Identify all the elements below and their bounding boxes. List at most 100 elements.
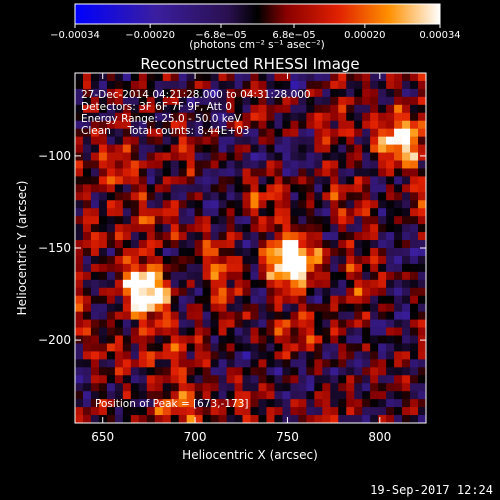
- heatmap-cell: [418, 120, 427, 130]
- heatmap-cell: [418, 96, 427, 106]
- heatmap-cell: [274, 319, 283, 328]
- heatmap-cell: [106, 232, 116, 241]
- heatmap-cell: [202, 367, 212, 376]
- heatmap-cell: [290, 295, 299, 305]
- heatmap-cell: [114, 192, 124, 201]
- heatmap-cell: [282, 335, 291, 344]
- heatmap-cell: [186, 144, 196, 153]
- heatmap-cell: [210, 208, 219, 217]
- heatmap-cell: [274, 144, 283, 153]
- heatmap-cell: [210, 335, 219, 344]
- heatmap-cell: [354, 415, 363, 424]
- heatmap-cell: [274, 112, 283, 122]
- heatmap-cell: [370, 216, 379, 225]
- heatmap-cell: [186, 120, 196, 130]
- heatmap-cell: [338, 208, 347, 217]
- heatmap-cell: [394, 112, 403, 122]
- heatmap-cell: [354, 160, 363, 169]
- heatmap-cell: [402, 136, 411, 145]
- heatmap-cell: [314, 248, 323, 257]
- heatmap-cell: [242, 96, 251, 106]
- heatmap-cell: [202, 311, 212, 320]
- heatmap-cell: [82, 184, 92, 193]
- heatmap-cell: [298, 343, 307, 352]
- heatmap-cell: [314, 287, 323, 297]
- heatmap-cell: [386, 327, 395, 336]
- heatmap-cell: [98, 271, 108, 281]
- heatmap-cell: [306, 295, 315, 305]
- heatmap-cell: [75, 359, 84, 368]
- heatmap-cell: [250, 232, 259, 241]
- heatmap-cell: [202, 383, 212, 392]
- heatmap-cell: [338, 160, 347, 169]
- heatmap-cell: [290, 383, 299, 392]
- heatmap-cell: [418, 224, 427, 233]
- heatmap-cell: [386, 96, 395, 106]
- heatmap-cell: [250, 399, 259, 408]
- heatmap-cell: [98, 327, 108, 336]
- heatmap-cell: [242, 216, 251, 225]
- heatmap-cell: [122, 391, 132, 400]
- heatmap-cell: [378, 327, 387, 336]
- heatmap-cell: [218, 319, 227, 328]
- heatmap-cell: [298, 248, 307, 257]
- heatmap-cell: [82, 232, 92, 241]
- heatmap-cell: [75, 311, 84, 320]
- heatmap-cell: [98, 399, 108, 408]
- heatmap-cell: [322, 351, 331, 360]
- heatmap-cell: [338, 351, 347, 360]
- heatmap-cell: [338, 271, 347, 281]
- heatmap-cell: [106, 359, 116, 368]
- heatmap-cell: [378, 152, 387, 161]
- heatmap-cell: [98, 104, 108, 114]
- heatmap-cell: [162, 335, 172, 344]
- heatmap-cell: [210, 255, 219, 265]
- heatmap-cell: [82, 208, 92, 217]
- heatmap-cell: [282, 248, 291, 257]
- heatmap-cell: [194, 255, 204, 265]
- heatmap-cell: [178, 208, 188, 217]
- heatmap-cell: [266, 391, 275, 400]
- heatmap-cell: [410, 367, 419, 376]
- heatmap-cell: [186, 359, 196, 368]
- heatmap-cell: [386, 216, 395, 225]
- heatmap-cell: [346, 192, 355, 201]
- heatmap-cell: [338, 311, 347, 320]
- heatmap-cell: [274, 415, 283, 424]
- heatmap-cell: [194, 144, 204, 153]
- heatmap-cell: [202, 279, 212, 289]
- heatmap-cell: [314, 160, 323, 169]
- heatmap-cell: [362, 319, 371, 328]
- heatmap-cell: [402, 232, 411, 241]
- heatmap-cell: [194, 96, 204, 106]
- heatmap-cell: [154, 263, 164, 273]
- heatmap-cell: [218, 120, 227, 130]
- heatmap-cell: [210, 192, 219, 201]
- heatmap-cell: [130, 415, 140, 424]
- heatmap-cell: [330, 144, 339, 153]
- heatmap-cell: [362, 383, 371, 392]
- heatmap-cell: [138, 391, 148, 400]
- heatmap-cell: [322, 128, 331, 138]
- heatmap-cell: [258, 407, 267, 416]
- heatmap-cell: [162, 271, 172, 281]
- heatmap-cell: [154, 303, 164, 313]
- heatmap-cell: [130, 287, 140, 297]
- heatmap-cell: [298, 160, 307, 169]
- heatmap-cell: [290, 359, 299, 368]
- heatmap-cell: [130, 224, 140, 233]
- heatmap-cell: [306, 232, 315, 241]
- heatmap-cell: [162, 80, 172, 90]
- heatmap-cell: [90, 160, 100, 169]
- heatmap-cell: [362, 279, 371, 289]
- heatmap-cell: [322, 224, 331, 233]
- heatmap-cell: [130, 96, 140, 106]
- heatmap-cell: [242, 263, 251, 273]
- heatmap-cell: [330, 327, 339, 336]
- heatmap-cell: [90, 96, 100, 106]
- heatmap-cell: [402, 255, 411, 265]
- heatmap-cell: [266, 136, 275, 145]
- heatmap-cell: [394, 200, 403, 209]
- heatmap-cell: [194, 271, 204, 281]
- heatmap-cell: [218, 240, 227, 249]
